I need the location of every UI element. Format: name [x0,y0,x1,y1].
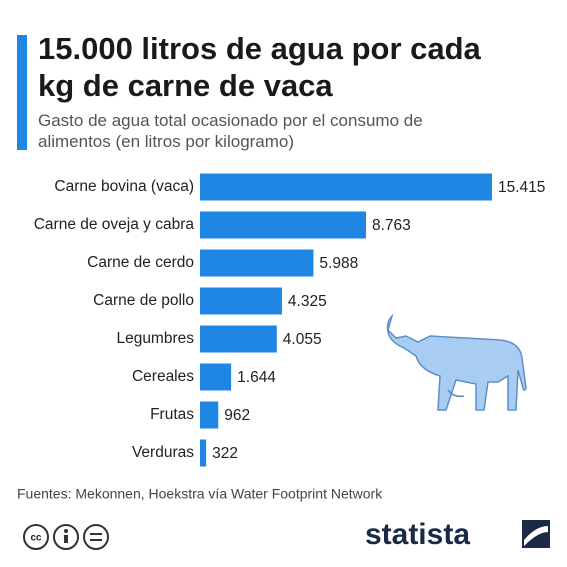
category-label: Legumbres [116,330,194,347]
bar [200,439,207,467]
cow-illustration [386,313,527,411]
value-label: 962 [224,407,250,424]
bar [200,363,232,391]
value-label: 15.415 [498,179,545,196]
value-label: 8.763 [372,217,411,234]
accent-bar [17,35,27,150]
category-label: Carne bovina (vaca) [54,178,194,195]
bar [200,211,366,239]
category-label: Carne de oveja y cabra [34,216,195,233]
source: Fuentes: Mekonnen, Hoekstra vía Water Fo… [17,486,383,502]
value-label: 322 [212,445,238,462]
license-icons: cc [23,524,109,550]
bar [200,287,282,315]
category-label: Carne de pollo [93,292,194,309]
bar [200,173,492,201]
value-label: 5.988 [319,255,358,272]
bar [200,325,277,353]
brand: statista [365,518,470,551]
category-label: Verduras [132,444,194,461]
value-label: 1.644 [237,369,276,386]
svg-text:cc: cc [30,533,42,544]
bar [200,249,314,277]
bar [200,401,219,429]
chart-title: 15.000 litros de agua por cada kg de car… [38,31,481,103]
value-label: 4.055 [283,331,322,348]
category-label: Carne de cerdo [87,254,194,271]
chart-subtitle: Gasto de agua total ocasionado por el co… [38,111,423,151]
category-label: Frutas [150,406,194,423]
category-label: Cereales [132,368,194,385]
value-label: 4.325 [288,293,327,310]
brand-icon [522,520,550,548]
